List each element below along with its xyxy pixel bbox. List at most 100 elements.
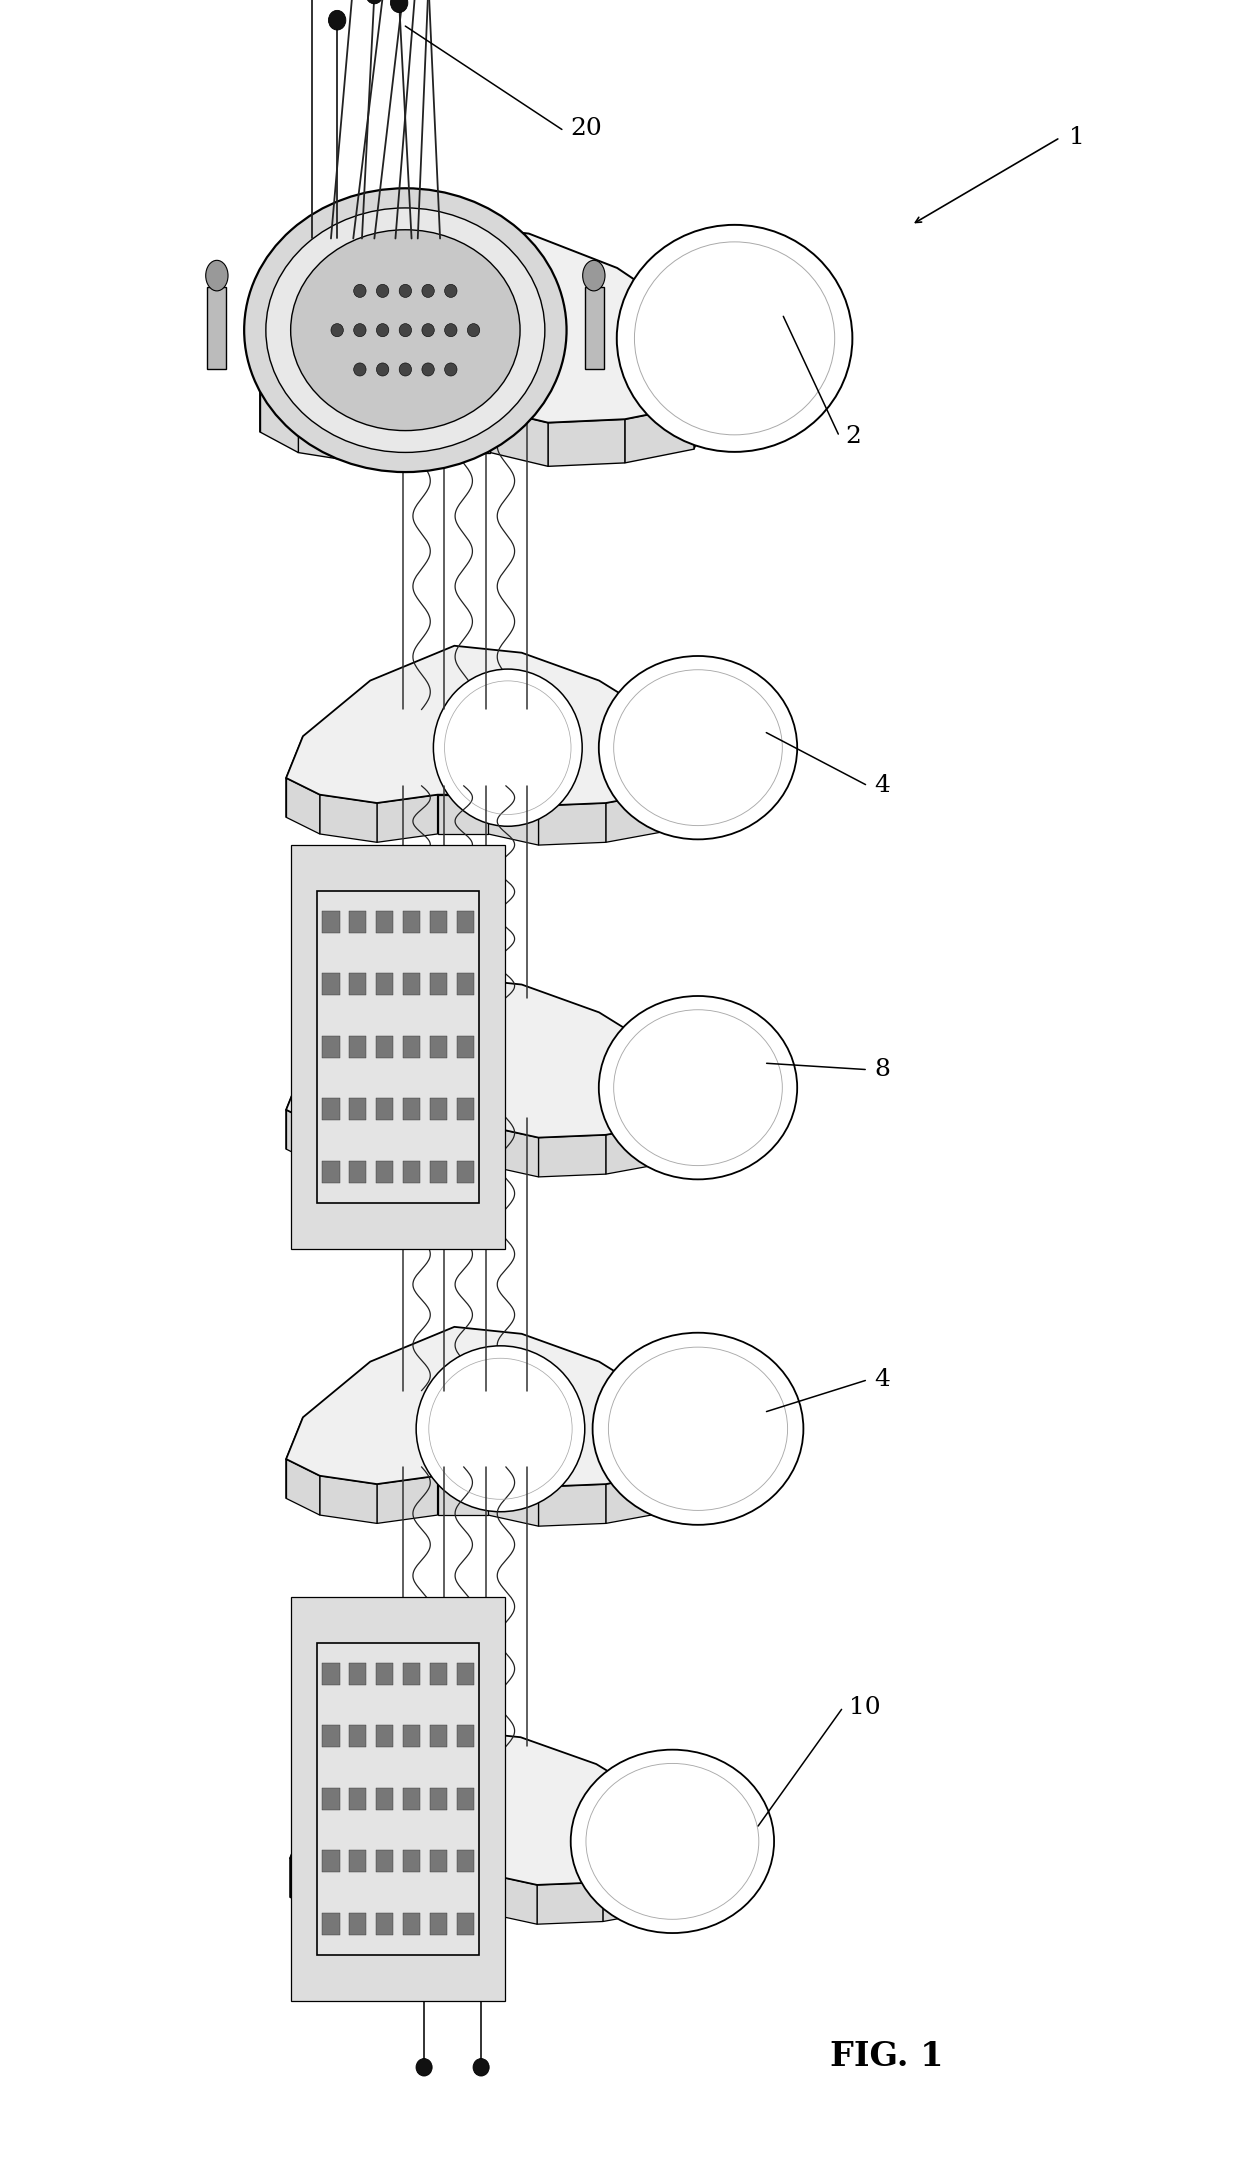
Polygon shape: [317, 891, 479, 1203]
Polygon shape: [585, 286, 604, 369]
Polygon shape: [322, 1912, 340, 1934]
Polygon shape: [429, 1037, 446, 1059]
Polygon shape: [299, 408, 363, 463]
Polygon shape: [377, 1126, 438, 1174]
Polygon shape: [322, 1725, 340, 1746]
Polygon shape: [429, 1663, 446, 1685]
Ellipse shape: [417, 2059, 433, 2076]
Polygon shape: [666, 1445, 680, 1513]
Polygon shape: [403, 1912, 420, 1934]
Polygon shape: [429, 910, 446, 932]
Polygon shape: [548, 419, 625, 467]
Polygon shape: [429, 1161, 446, 1183]
Ellipse shape: [583, 260, 605, 290]
Polygon shape: [429, 974, 446, 995]
Polygon shape: [363, 408, 433, 463]
Polygon shape: [350, 1851, 367, 1873]
Text: 4: 4: [874, 1369, 890, 1391]
Polygon shape: [606, 792, 666, 843]
Polygon shape: [490, 408, 548, 467]
Polygon shape: [433, 408, 490, 452]
Ellipse shape: [599, 995, 797, 1179]
Polygon shape: [456, 1098, 474, 1120]
Polygon shape: [322, 910, 340, 932]
Polygon shape: [403, 1851, 420, 1873]
Ellipse shape: [417, 1345, 585, 1511]
Ellipse shape: [399, 362, 412, 375]
Ellipse shape: [377, 284, 389, 297]
Polygon shape: [429, 1912, 446, 1934]
Polygon shape: [376, 1098, 393, 1120]
Ellipse shape: [467, 323, 480, 336]
Polygon shape: [286, 1417, 303, 1498]
Polygon shape: [403, 1663, 420, 1685]
Ellipse shape: [206, 260, 228, 290]
Polygon shape: [291, 1598, 505, 2000]
Polygon shape: [286, 1109, 320, 1166]
Polygon shape: [290, 1818, 306, 1897]
Polygon shape: [403, 1098, 420, 1120]
Polygon shape: [662, 1845, 676, 1910]
Polygon shape: [309, 875, 487, 1218]
Ellipse shape: [329, 11, 346, 31]
Ellipse shape: [570, 1751, 774, 1934]
Polygon shape: [376, 910, 393, 932]
Polygon shape: [286, 736, 303, 816]
Polygon shape: [538, 803, 606, 845]
Polygon shape: [317, 1642, 479, 1956]
Ellipse shape: [422, 323, 434, 336]
Polygon shape: [309, 1629, 487, 1971]
Polygon shape: [350, 1098, 367, 1120]
Polygon shape: [456, 910, 474, 932]
Polygon shape: [376, 974, 393, 995]
Ellipse shape: [474, 2059, 490, 2076]
Polygon shape: [438, 1126, 489, 1166]
Polygon shape: [606, 1474, 666, 1524]
Polygon shape: [438, 795, 489, 834]
Ellipse shape: [599, 655, 797, 838]
Polygon shape: [403, 1161, 420, 1183]
Polygon shape: [403, 1788, 420, 1810]
Polygon shape: [489, 1126, 538, 1177]
Polygon shape: [377, 795, 438, 843]
Ellipse shape: [265, 207, 544, 452]
Ellipse shape: [434, 668, 583, 825]
Ellipse shape: [353, 362, 366, 375]
Polygon shape: [694, 371, 709, 450]
Polygon shape: [350, 974, 367, 995]
Polygon shape: [456, 1912, 474, 1934]
Polygon shape: [606, 1124, 666, 1174]
Ellipse shape: [399, 323, 412, 336]
Polygon shape: [322, 1098, 340, 1120]
Ellipse shape: [377, 362, 389, 375]
Polygon shape: [603, 1871, 662, 1921]
Polygon shape: [350, 1912, 367, 1934]
Polygon shape: [286, 1067, 303, 1148]
Polygon shape: [438, 1875, 487, 1914]
Ellipse shape: [366, 0, 383, 4]
Ellipse shape: [445, 284, 458, 297]
Polygon shape: [350, 1788, 367, 1810]
Polygon shape: [456, 974, 474, 995]
Text: 20: 20: [570, 118, 603, 140]
Polygon shape: [403, 974, 420, 995]
Polygon shape: [666, 1096, 680, 1164]
Polygon shape: [286, 1327, 680, 1487]
Polygon shape: [456, 1725, 474, 1746]
Polygon shape: [286, 1458, 320, 1515]
Polygon shape: [537, 1882, 603, 1923]
Ellipse shape: [391, 0, 408, 13]
Text: 10: 10: [849, 1696, 882, 1718]
Ellipse shape: [445, 323, 458, 336]
Polygon shape: [260, 225, 709, 424]
Polygon shape: [377, 1476, 438, 1524]
Polygon shape: [456, 1663, 474, 1685]
Text: 2: 2: [846, 426, 862, 448]
Polygon shape: [456, 1037, 474, 1059]
Polygon shape: [456, 1851, 474, 1873]
Polygon shape: [290, 1731, 676, 1884]
Polygon shape: [350, 910, 367, 932]
Polygon shape: [376, 1912, 393, 1934]
Polygon shape: [538, 1135, 606, 1177]
Polygon shape: [350, 1037, 367, 1059]
